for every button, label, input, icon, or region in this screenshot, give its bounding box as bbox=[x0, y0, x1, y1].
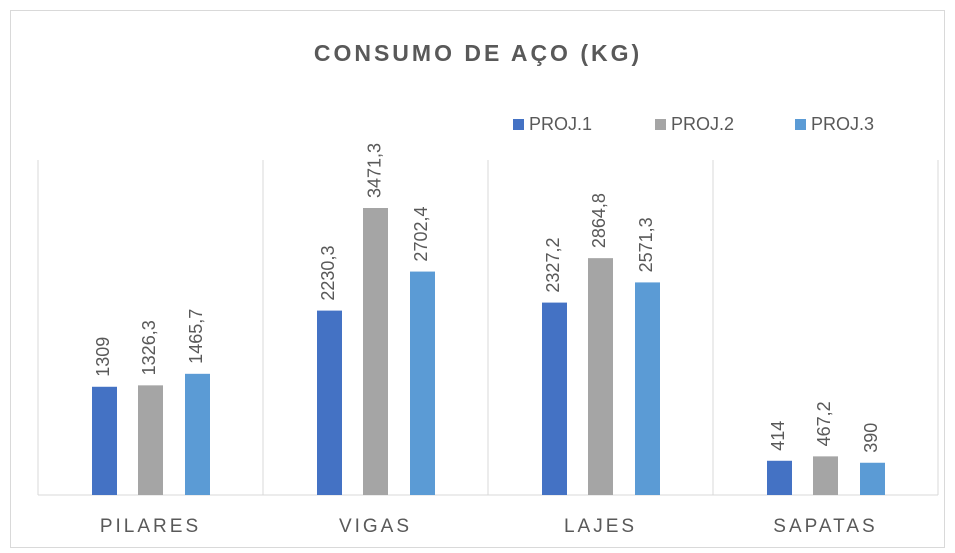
legend-swatch bbox=[513, 119, 524, 130]
x-tick-label: SAPATAS bbox=[773, 516, 877, 537]
x-tick-label: PILARES bbox=[100, 516, 201, 537]
bar bbox=[363, 208, 388, 495]
value-label: 2230,3 bbox=[318, 246, 338, 301]
value-label: 414 bbox=[768, 421, 788, 451]
chart-title: CONSUMO DE AÇO (KG) bbox=[314, 40, 642, 66]
value-label: 1309 bbox=[93, 337, 113, 377]
bar bbox=[635, 282, 660, 495]
value-label: 2327,2 bbox=[543, 238, 563, 293]
bar bbox=[813, 456, 838, 495]
value-label: 390 bbox=[861, 423, 881, 453]
bar bbox=[92, 386, 117, 495]
bar bbox=[317, 310, 342, 495]
value-label: 1326,3 bbox=[139, 320, 159, 375]
legend-swatch bbox=[655, 119, 666, 130]
bar bbox=[185, 373, 210, 495]
legend-label: PROJ.1 bbox=[529, 114, 592, 134]
value-label: 2702,4 bbox=[411, 207, 431, 262]
legend-swatch bbox=[795, 119, 806, 130]
value-label: 467,2 bbox=[814, 401, 834, 446]
bar bbox=[860, 462, 885, 495]
bar bbox=[588, 258, 613, 495]
bar bbox=[410, 271, 435, 495]
value-label: 3471,3 bbox=[364, 143, 384, 198]
x-tick-label: VIGAS bbox=[339, 516, 412, 537]
chart-border bbox=[10, 10, 945, 548]
legend-label: PROJ.2 bbox=[671, 114, 734, 134]
bar bbox=[138, 385, 163, 495]
legend-label: PROJ.3 bbox=[811, 114, 874, 134]
value-label: 2864,8 bbox=[589, 193, 609, 248]
x-tick-label: LAJES bbox=[564, 516, 637, 537]
bar bbox=[542, 302, 567, 495]
value-label: 2571,3 bbox=[636, 217, 656, 272]
bar bbox=[767, 460, 792, 495]
value-label: 1465,7 bbox=[186, 309, 206, 364]
